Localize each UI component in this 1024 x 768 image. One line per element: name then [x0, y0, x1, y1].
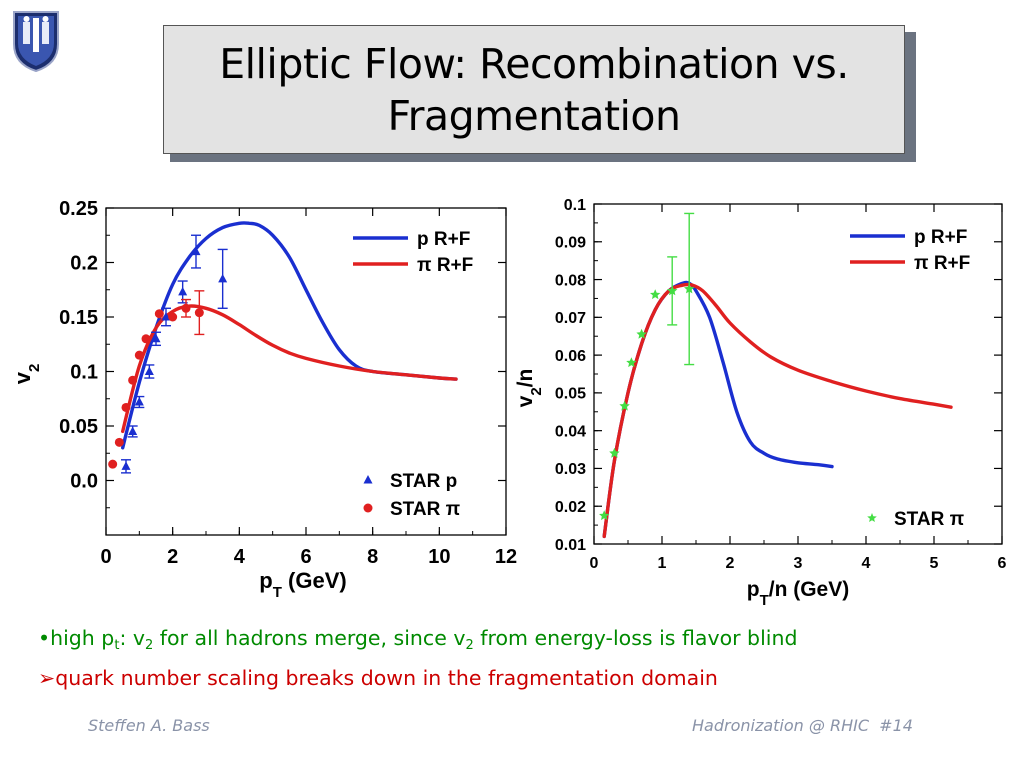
legend-label: p R+F — [417, 229, 470, 250]
x-axis-label: pT (GeV) — [259, 568, 346, 600]
y-tick-label: 0.01 — [555, 537, 586, 554]
data-point-triangle — [191, 246, 201, 256]
data-point-circle — [194, 308, 204, 318]
data-point-circle — [154, 309, 164, 319]
bullet-2-text: quark number scaling breaks down in the … — [55, 666, 718, 690]
footer-slide-info: Hadronization @ RHIC #14 — [692, 716, 913, 735]
y-axis-label: v2 — [10, 364, 43, 385]
data-point-star — [667, 285, 678, 296]
legend-marker-triangle — [363, 475, 373, 484]
x-tick-label: 3 — [794, 555, 803, 572]
data-point-star — [626, 357, 637, 368]
y-tick-label: 0.1 — [70, 362, 98, 384]
series-line-pion — [121, 304, 458, 434]
y-tick-label: 0.07 — [555, 310, 586, 327]
y-tick-label: 0.2 — [70, 253, 98, 275]
x-tick-label: 6 — [998, 555, 1007, 572]
y-tick-label: 0.0 — [70, 471, 98, 493]
x-tick-label: 10 — [428, 546, 450, 568]
legend-label: STAR p — [390, 471, 457, 492]
legend-marker-circle — [363, 503, 373, 513]
x-axis-label: pT/n (GeV) — [747, 578, 850, 608]
data-point-triangle — [134, 397, 144, 406]
data-point-star — [684, 283, 695, 294]
bullet-1-end: from energy-loss is flavor blind — [473, 626, 798, 650]
legend-label: π R+F — [417, 255, 473, 276]
bullet-1-sub-2b: 2 — [465, 638, 474, 653]
footer-author: Steffen A. Bass — [88, 716, 210, 735]
chart-v2-vs-pt: 0 2 4 6 8 10 12 0.0 0.05 0.1 0.15 0.2 0.25 p R+F π R+F… — [10, 198, 517, 600]
series-line-proton — [602, 280, 834, 539]
y-tick-label: 0.04 — [555, 423, 586, 440]
data-point-star — [609, 447, 620, 458]
data-point-star — [636, 328, 647, 339]
legend-label: p R+F — [914, 227, 967, 248]
x-tick-label: 4 — [234, 546, 246, 568]
y-tick-label: 0.05 — [555, 386, 586, 403]
data-point-circle — [141, 334, 151, 344]
x-tick-label: 8 — [367, 546, 378, 568]
data-point-circle — [128, 375, 138, 385]
title-line-1: Elliptic Flow: Recombination vs. — [219, 39, 849, 88]
legend-label: STAR π — [894, 509, 965, 530]
university-shield-logo — [13, 11, 59, 73]
slide-title: Elliptic Flow: Recombination vs. Fragmen… — [163, 25, 905, 154]
legend-label: π R+F — [914, 253, 970, 274]
x-tick-label: 4 — [862, 555, 871, 572]
y-axis-label: v2/n — [514, 369, 545, 408]
data-point-triangle — [218, 273, 228, 283]
series-line-pion — [602, 282, 953, 539]
data-point-star — [650, 289, 661, 300]
x-tick-label: 6 — [300, 546, 311, 568]
chart-v2n-vs-ptn: 0 1 2 3 4 5 6 0.01 0.02 0.03 0.04 0.05 0.06 0.07 0.08 0… — [514, 197, 1007, 608]
x-tick-label: 5 — [930, 555, 939, 572]
bullet-1-sub-2a: 2 — [145, 638, 154, 653]
data-point-triangle — [144, 366, 154, 375]
y-tick-label: 0.1 — [564, 197, 586, 214]
y-tick-label: 0.02 — [555, 499, 586, 516]
y-tick-label: 0.15 — [59, 307, 98, 329]
data-point-circle — [121, 402, 131, 412]
arrow-bullet-icon: ➢ — [38, 666, 56, 690]
data-point-triangle — [178, 286, 188, 296]
x-tick-label: 0 — [100, 546, 111, 568]
data-point-circle — [108, 459, 118, 469]
y-tick-label: 0.03 — [555, 461, 586, 478]
data-point-triangle — [121, 461, 131, 470]
y-tick-label: 0.08 — [555, 272, 586, 289]
title-line-2: Fragmentation — [387, 91, 682, 140]
data-point-triangle — [161, 312, 171, 321]
bullet-1-text: for all hadrons merge, since v — [153, 626, 466, 650]
legend-label: STAR π — [390, 499, 461, 520]
data-point-circle — [181, 303, 191, 313]
y-tick-label: 0.25 — [59, 198, 98, 220]
data-point-triangle — [151, 333, 161, 343]
bullet-1-prefix: •high p — [38, 626, 115, 650]
y-tick-label: 0.05 — [59, 416, 98, 438]
series-line-proton — [121, 221, 458, 450]
x-tick-label: 1 — [658, 555, 667, 572]
data-point-circle — [134, 350, 144, 360]
data-point-triangle — [128, 426, 138, 435]
x-tick-label: 2 — [167, 546, 178, 568]
x-tick-label: 0 — [590, 555, 599, 572]
y-tick-label: 0.06 — [555, 348, 586, 365]
data-point-star — [599, 510, 610, 521]
data-point-circle — [168, 312, 178, 322]
bullet-high-pt: •high pt: v2 for all hadrons merge, sinc… — [38, 622, 1024, 662]
x-tick-label: 12 — [495, 546, 517, 568]
bullet-quark-scaling: ➢quark number scaling breaks down in the… — [38, 662, 1024, 694]
x-tick-label: 2 — [726, 555, 735, 572]
legend-marker-star — [867, 513, 877, 522]
bullet-list: •high pt: v2 for all hadrons merge, sinc… — [38, 622, 1024, 694]
bullet-1-sub-t: t — [114, 638, 120, 653]
data-point-star — [619, 400, 630, 411]
data-point-circle — [114, 437, 124, 447]
bullet-1-mid: : v — [119, 626, 145, 650]
y-tick-label: 0.09 — [555, 235, 586, 252]
